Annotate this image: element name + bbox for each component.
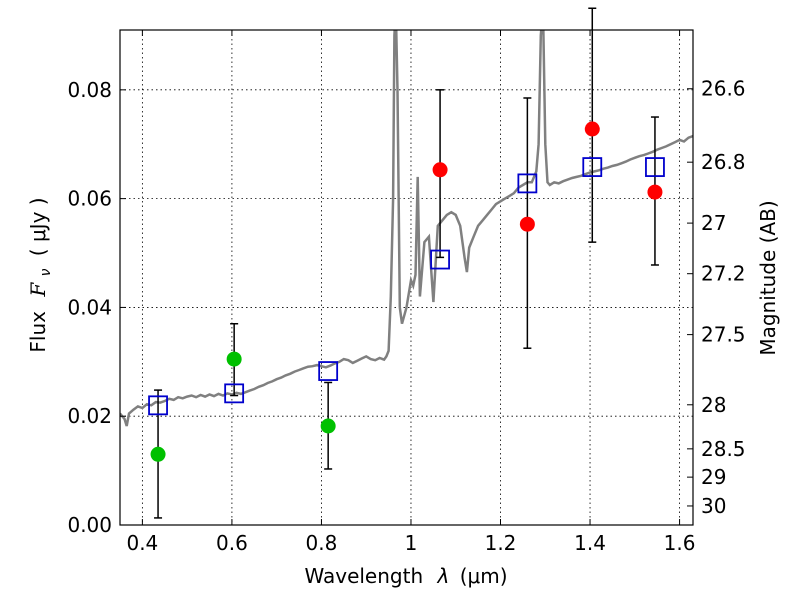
y-tick-label: 0.04 bbox=[67, 295, 112, 319]
x-tick-label: 0.8 bbox=[306, 531, 338, 555]
x-tick-label: 1.6 bbox=[664, 531, 696, 555]
x-axis-label-text: Wavelength bbox=[304, 564, 423, 588]
y2-tick-label: 27.2 bbox=[701, 262, 746, 286]
optical-data-point bbox=[226, 351, 242, 367]
model-spectrum-line bbox=[120, 30, 693, 427]
x-tick-label: 1.2 bbox=[485, 531, 517, 555]
y2-tick-label: 28 bbox=[701, 393, 726, 417]
model-flux-square bbox=[318, 361, 339, 381]
y-axis-label-symbol: F bbox=[26, 282, 50, 298]
x-tick-label: 0.6 bbox=[216, 531, 248, 555]
y-tick-label: 0.06 bbox=[67, 187, 112, 211]
model-flux-square bbox=[148, 395, 168, 416]
nir-data-point bbox=[432, 162, 448, 178]
x-tick-label: 0.4 bbox=[126, 531, 158, 555]
y-axis-label-unit: ( μJy ) bbox=[26, 197, 50, 256]
y-tick-label: 0.02 bbox=[67, 404, 112, 428]
y2-tick-label: 26.8 bbox=[701, 150, 746, 174]
nir-data-point bbox=[584, 121, 600, 137]
y2-tick-label: 27.5 bbox=[701, 323, 746, 347]
axis-ticks: 0.4 0.6 0.8 1 1.2 1.4 1.6 0.00 0.02 0.04 0.06 0.08 2… bbox=[67, 30, 746, 555]
model-flux-square bbox=[517, 173, 538, 194]
x-tick-label: 1.4 bbox=[574, 531, 606, 555]
data-layer bbox=[120, 30, 693, 427]
plot-frame bbox=[119, 29, 694, 526]
optical-data-point bbox=[150, 446, 166, 462]
error-bars bbox=[154, 7, 659, 519]
y2-tick-label: 26.6 bbox=[701, 77, 746, 101]
y2-axis-label: Magnitude (AB) bbox=[756, 200, 780, 355]
model-flux-square bbox=[430, 249, 450, 270]
x-axis-label: Wavelength λ (μm) bbox=[304, 564, 507, 588]
nir-data-point bbox=[519, 216, 535, 232]
y-axis-label-subscript: ν bbox=[38, 268, 54, 276]
y-axis-label-text: Flux bbox=[26, 311, 50, 353]
data-markers bbox=[148, 121, 665, 462]
y2-tick-label: 27 bbox=[701, 211, 726, 235]
nir-data-point bbox=[647, 184, 663, 200]
model-flux-square bbox=[224, 383, 245, 404]
y2-tick-label: 28.5 bbox=[701, 437, 746, 461]
y2-tick-label: 30 bbox=[701, 494, 726, 518]
y-tick-label: 0.08 bbox=[67, 78, 112, 102]
x-tick-label: 1 bbox=[405, 531, 418, 555]
x-axis-label-unit: (μm) bbox=[460, 564, 508, 588]
optical-data-point bbox=[320, 418, 336, 434]
y2-tick-label: 29 bbox=[701, 465, 726, 489]
grid bbox=[120, 30, 693, 526]
x-axis-label-symbol: λ bbox=[437, 564, 450, 588]
y-tick-label: 0.00 bbox=[67, 513, 112, 537]
model-flux-square bbox=[582, 157, 603, 177]
y-axis-label: Flux F ν ( μJy ) bbox=[26, 197, 55, 352]
model-flux-square bbox=[645, 157, 665, 177]
